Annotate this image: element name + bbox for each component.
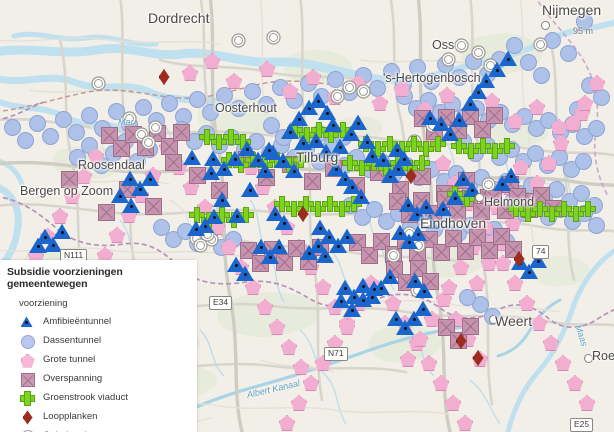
legend-symbol-diamond-icon [19, 409, 34, 425]
legend-item-label: Amfibieëntunnel [43, 316, 112, 327]
city-marker-dot [488, 314, 498, 324]
legend-panel[interactable]: Subsidie voorzieningen gemeentewegen voo… [0, 260, 197, 432]
legend-item-label: Grote tunnel [43, 354, 96, 365]
legend-item-pentagon[interactable]: Grote tunnel [0, 350, 197, 369]
legend-item-triangle[interactable]: Amfibieëntunnel [0, 312, 197, 331]
legend-symbol-pentagon-icon [19, 352, 35, 368]
legend-item-label: Groenstrook viaduct [43, 392, 129, 403]
road-shield: N71 [324, 347, 348, 361]
legend-item-circle[interactable]: Dassentunnel [0, 331, 197, 350]
city-marker-dot [540, 20, 550, 30]
legend-title: Subsidie voorzieningen gemeentewegen [7, 266, 123, 290]
legend-symbol-circle-icon [19, 333, 35, 349]
city-marker-dot [421, 217, 431, 227]
legend-item-label: Loopplanken [43, 411, 98, 422]
legend-subtitle: voorziening [19, 298, 68, 309]
legend-item-label: Dassentunnel [43, 335, 102, 346]
legend-symbol-cross-icon [19, 390, 35, 406]
legend-symbol-triangle-icon [19, 314, 34, 329]
road-shield: E34 [209, 296, 233, 310]
legend-item-list: Amfibieëntunnel Dassentunnel Grote tunnel O… [0, 312, 197, 432]
road-shield: 74 [532, 245, 550, 259]
legend-symbol-square-x-icon [19, 371, 35, 387]
legend-item-label: Overspanning [43, 373, 103, 384]
legend-item-diamond[interactable]: Loopplanken [0, 407, 197, 426]
city-marker-dot [474, 192, 484, 202]
legend-item-label: Onbekend [43, 430, 87, 432]
legend-item-cross[interactable]: Groenstrook viaduct [0, 388, 197, 407]
city-marker-dot [583, 353, 593, 363]
legend-item-square-x[interactable]: Overspanning [0, 369, 197, 388]
road-shield: E25 [570, 418, 594, 432]
legend-symbol-ring-icon [19, 428, 35, 432]
legend-item-ring[interactable]: Onbekend [0, 426, 197, 432]
